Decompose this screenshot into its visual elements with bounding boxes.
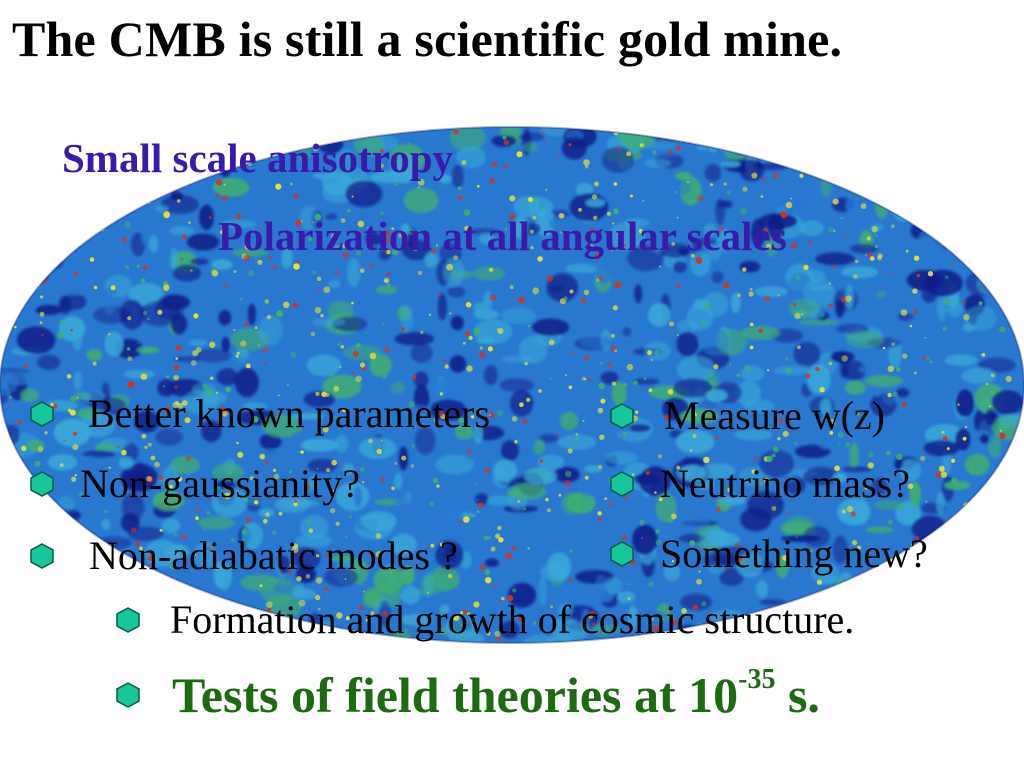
hexagon-bullet-icon [610,541,634,567]
bullet-label: Non-gaussianity? [80,461,360,506]
hexagon-bullet-icon [116,682,140,708]
hexagon-bullet-icon [610,403,634,429]
field-theories-suffix: s. [775,667,820,723]
field-theories-prefix: Tests of field theories at 10 [172,667,739,723]
bullet-label: Neutrino mass? [660,461,910,506]
cmb-sky-map [0,126,1024,644]
cmb-map-outline [0,126,1024,644]
bullet-label: Formation and growth of cosmic structure… [170,597,855,642]
bullet-neutrino-mass: Neutrino mass? [610,464,910,504]
bullet-better-known-parameters: Better known parameters [30,394,490,434]
hexagon-bullet-icon [30,401,54,427]
bullet-label: Better known parameters [88,391,491,436]
heading-small-scale-anisotropy: Small scale anisotropy [62,135,454,181]
bullet-non-adiabatic-modes: Non-adiabatic modes ? [30,536,458,576]
heading-polarization: Polarization at all angular scales [218,213,787,259]
bullet-label: Something new? [660,531,928,576]
bullet-something-new: Something new? [610,534,928,574]
hexagon-bullet-icon [30,471,54,497]
hexagon-bullet-icon [610,471,634,497]
bullet-field-theories: Tests of field theories at 10-35 s. [116,666,820,723]
bullet-cosmic-structure: Formation and growth of cosmic structure… [116,600,854,640]
slide-title: The CMB is still a scientific gold mine. [12,11,843,67]
field-theories-text: Tests of field theories at 10-35 s. [172,666,820,723]
bullet-non-gaussianity: Non-gaussianity? [30,464,360,504]
hexagon-bullet-icon [30,543,54,569]
bullet-label: Non-adiabatic modes ? [89,533,458,578]
bullet-label: Measure w(z) [664,393,885,438]
field-theories-exponent: -35 [738,664,776,695]
bullet-measure-w-z: Measure w(z) [610,396,885,436]
hexagon-bullet-icon [116,607,140,633]
